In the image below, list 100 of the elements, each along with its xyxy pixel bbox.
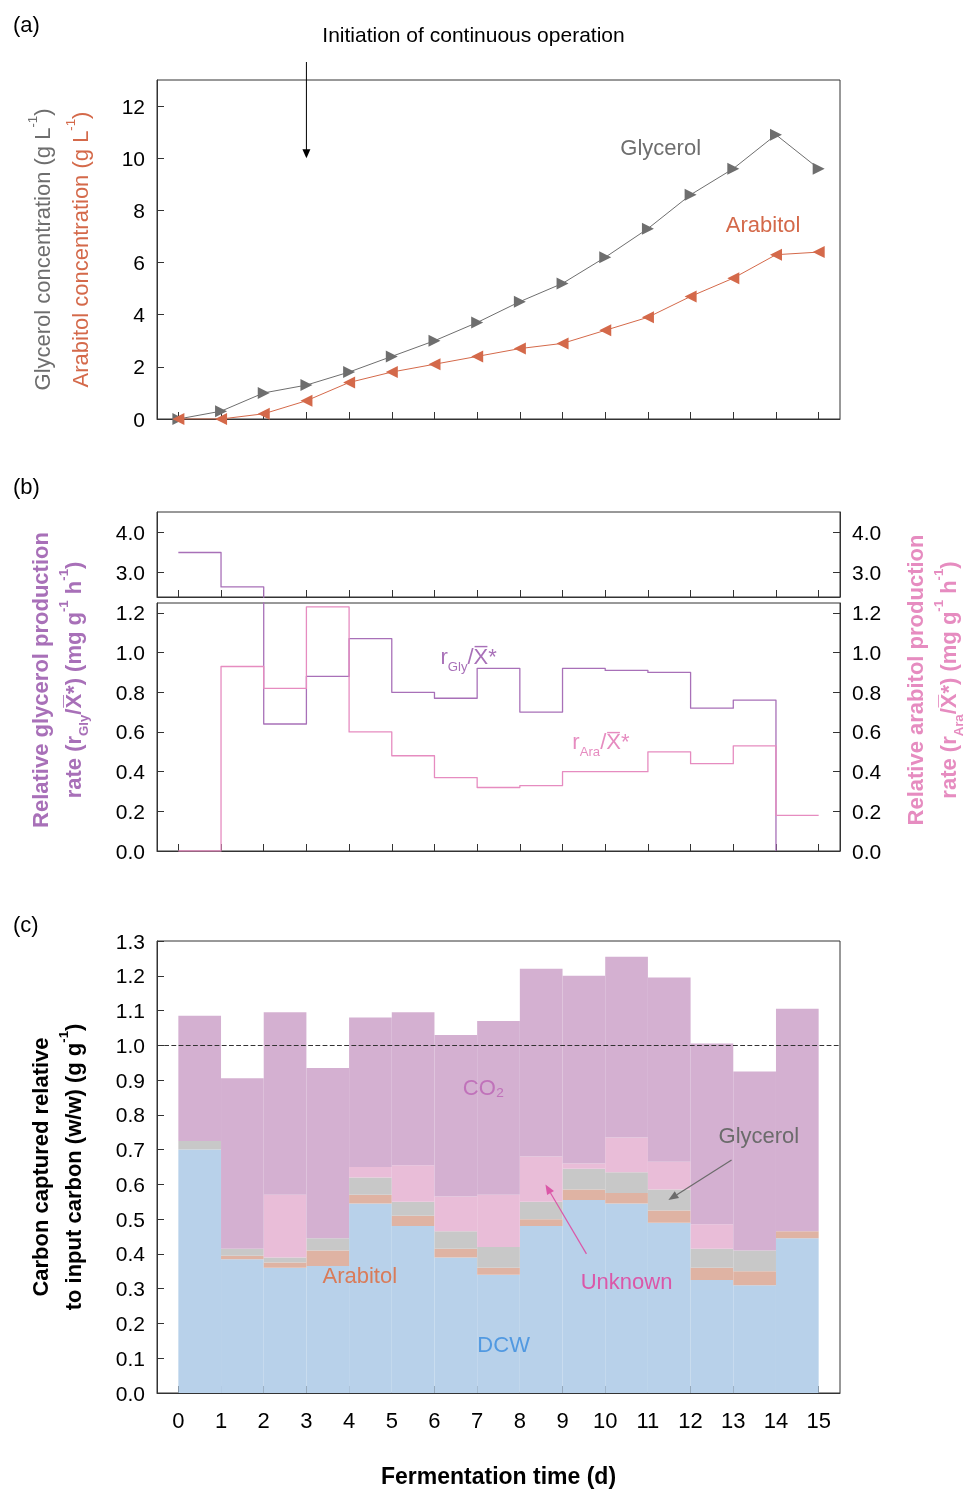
x-tick-label: 14	[763, 1407, 789, 1433]
text: Arabitol concentration (g L-1)	[62, 111, 93, 388]
y2-tick-label: 4.0	[852, 520, 882, 544]
bar	[178, 1140, 222, 1150]
y-tick-label: 0.3	[115, 1277, 145, 1301]
series-label: Arabitol	[322, 1262, 398, 1288]
x-tick-label: 3	[300, 1407, 313, 1433]
point	[343, 376, 356, 389]
y-tick-label: 0.1	[115, 1346, 145, 1370]
y-tick-label: 3.0	[115, 561, 145, 585]
point	[556, 277, 569, 290]
point	[385, 366, 398, 379]
y-tick-label: 0	[133, 407, 145, 431]
y-tick-label: 0.8	[115, 680, 145, 704]
bar	[391, 1201, 435, 1216]
bar	[690, 1224, 734, 1249]
x-tick-label: 9	[556, 1407, 569, 1433]
bar	[221, 1248, 264, 1256]
y-tick-label: 12	[121, 94, 145, 118]
point	[385, 350, 398, 363]
point	[599, 251, 612, 264]
point	[513, 295, 526, 308]
y-tick-label: 0.6	[115, 1172, 145, 1196]
x-tick-label: 10	[592, 1407, 618, 1433]
y-tick-label: 1.0	[115, 1033, 145, 1057]
series-label: DCW	[477, 1331, 531, 1357]
y-tick-label: 0.0	[115, 839, 145, 863]
text: Glycerol	[718, 1123, 800, 1149]
point	[769, 248, 782, 261]
series-label: Unknown	[580, 1269, 673, 1295]
point	[300, 379, 313, 392]
y2-tick-label: 0.2	[852, 799, 882, 823]
bar	[519, 1219, 563, 1227]
y-tick-label: 10	[121, 146, 145, 170]
point	[215, 405, 228, 418]
bar	[263, 1257, 307, 1263]
x-tick-label: 8	[513, 1407, 526, 1433]
x-tick-label: 15	[806, 1407, 831, 1433]
point	[343, 366, 356, 379]
bar	[263, 1194, 307, 1258]
bar	[391, 1215, 435, 1227]
point	[513, 342, 526, 355]
y2-tick-label: 1.2	[852, 601, 882, 625]
bar	[349, 1177, 392, 1195]
y2-tick-label: 0.6	[852, 720, 882, 744]
y2-tick-label: 0.0	[852, 839, 882, 863]
y-tick-label: 0.2	[115, 799, 145, 823]
x-tick-label: 13	[721, 1407, 746, 1433]
y-tick-label: 1.0	[115, 641, 145, 665]
y-axis-title: Carbon captured relative to input carbon (w/w) (g g-1)	[28, 1023, 86, 1311]
chart-title: (b)	[13, 473, 40, 499]
point	[257, 386, 270, 399]
point	[641, 311, 654, 324]
y-tick-label: 0.4	[115, 760, 146, 784]
y2-tick-label: 0.8	[852, 680, 882, 704]
y-tick-label: 1.1	[115, 999, 145, 1023]
y-tick-label: 0.0	[115, 1381, 145, 1405]
y-tick-label: 0.5	[115, 1207, 145, 1231]
chart-title: (a)	[13, 11, 40, 37]
point	[428, 358, 441, 371]
point	[556, 337, 569, 350]
x-tick-label: 4	[342, 1407, 356, 1433]
bar	[349, 1194, 392, 1204]
y2-tick-label: 0.4	[852, 760, 882, 784]
y-tick-label: 0.7	[115, 1138, 145, 1162]
bar	[775, 1231, 819, 1239]
y-tick-label: 1.3	[115, 929, 145, 953]
point	[599, 324, 612, 337]
y-tick-label: 0.9	[115, 1068, 145, 1092]
bar	[519, 1201, 563, 1220]
y-tick-label: 4	[133, 303, 146, 327]
point	[300, 394, 313, 407]
y-tick-label: 0.8	[115, 1103, 145, 1127]
point	[727, 162, 740, 175]
x-tick-label: 1	[214, 1407, 228, 1433]
y-tick-label: 6	[133, 251, 145, 275]
y-tick-label: 1.2	[115, 601, 145, 625]
series-label: Glycerol	[620, 135, 702, 161]
chart-title: (c)	[13, 911, 39, 937]
point	[471, 350, 484, 363]
bar	[477, 1267, 520, 1275]
y2-tick-label: 1.0	[852, 641, 882, 665]
x-tick-label: 6	[428, 1407, 441, 1433]
bar	[434, 1248, 478, 1258]
y-tick-label: 1.2	[115, 964, 145, 988]
bar	[306, 1238, 350, 1251]
point	[812, 246, 825, 259]
x-tick-label: 2	[257, 1407, 270, 1433]
y-tick-label: 2	[133, 355, 145, 379]
point	[684, 290, 697, 303]
y-tick-label: 0.4	[115, 1242, 146, 1266]
y-axis-title: Glycerol concentration (g L-1)	[24, 108, 55, 391]
point	[684, 188, 697, 201]
x-tick-label: 12	[678, 1407, 703, 1433]
x-tick-label: 0	[172, 1407, 185, 1433]
point	[215, 413, 228, 425]
x-tick-label: 7	[471, 1407, 484, 1433]
point	[641, 222, 654, 235]
point	[257, 407, 270, 420]
text: Initiation of continuous operation	[322, 22, 625, 46]
